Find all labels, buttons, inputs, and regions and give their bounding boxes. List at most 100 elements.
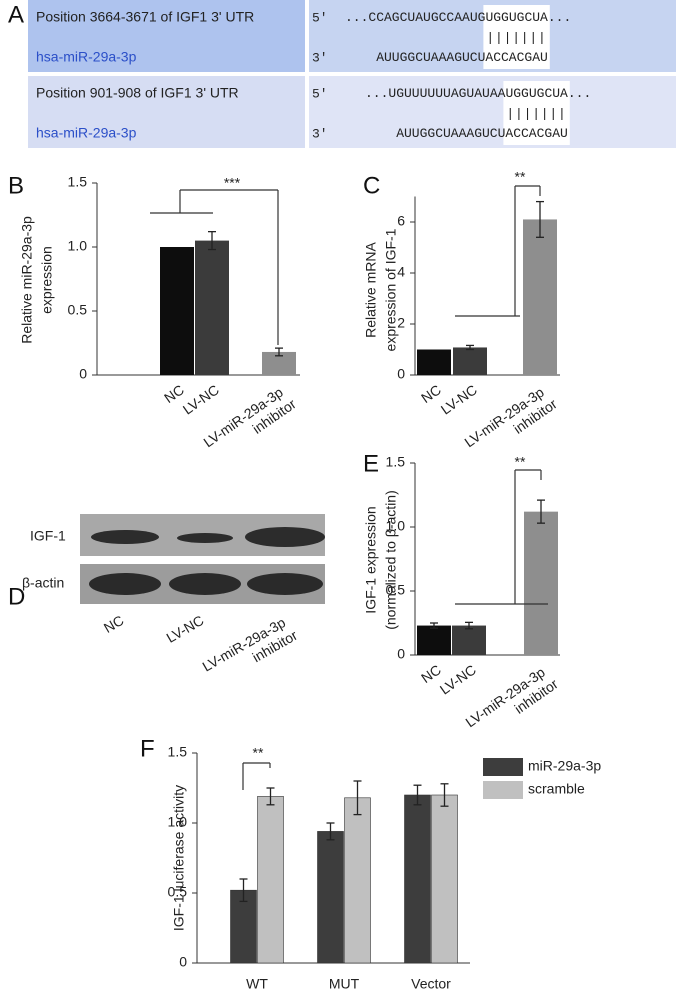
band (91, 530, 159, 544)
blot-row-label: IGF-1 (30, 528, 66, 544)
bar (195, 240, 229, 375)
mirna-sequence: AUUGGCUAAAGUCUACCACGAU (376, 50, 548, 65)
position-label: Position 3664-3671 of IGF1 3' UTR (36, 9, 254, 25)
legend-label: miR-29a-3p (528, 758, 601, 774)
y-tick-label: 2 (397, 315, 405, 331)
panel-label: F (140, 735, 155, 762)
y-tick-label: 1.0 (386, 518, 406, 534)
y-tick-label: 6 (397, 213, 405, 229)
sequence-part: UGGUGCUA (485, 10, 548, 25)
bar (523, 219, 557, 375)
bar (404, 794, 431, 964)
panel-label: C (363, 172, 380, 199)
bar (452, 625, 486, 655)
lane-label: NC (101, 612, 127, 636)
sequence-part: ... (548, 10, 571, 25)
pairing: ||||||| (486, 30, 546, 45)
bar (257, 796, 284, 964)
significance-label: *** (224, 175, 241, 191)
lane-label: LV-NC (164, 612, 207, 646)
band (177, 533, 233, 543)
mirna-sequence: AUUGGCUAAAGUCUACCACGAU (396, 126, 568, 141)
band (89, 573, 161, 595)
y-tick-label: 1.0 (68, 238, 88, 254)
sequence-part: ACCACGAU (485, 50, 547, 65)
y-tick-label: 1.5 (68, 174, 88, 190)
row-bg (309, 76, 676, 148)
y-tick-label: 0 (397, 366, 405, 382)
bar (317, 831, 344, 964)
y-tick-label: 4 (397, 264, 405, 280)
y-tick-label: 0 (179, 954, 187, 970)
sequence-part: AUUGGCUAAAGUCU (396, 126, 505, 141)
sequence-part: ACCACGAU (505, 126, 567, 141)
y-axis-label: expression (39, 246, 55, 314)
site-box (483, 5, 550, 69)
five-prime: 5' (312, 10, 328, 25)
five-prime: 5' (312, 86, 328, 101)
bar (453, 347, 487, 375)
y-tick-label: 0 (397, 646, 405, 662)
position-label: Position 901-908 of IGF1 3' UTR (36, 85, 239, 101)
three-prime: 3' (312, 126, 328, 141)
x-tick-label: LV-NC (438, 381, 480, 417)
three-prime: 3' (312, 50, 328, 65)
bar (417, 625, 451, 655)
y-tick-label: 1.0 (168, 814, 188, 830)
row-bg (28, 0, 305, 72)
target-sequence: ...CCAGCUAUGCCAAUGUGGUGCUA... (345, 10, 571, 25)
pairing: ||||||| (506, 106, 566, 121)
blot-row-label: β-actin (22, 575, 64, 591)
panel-label: B (8, 172, 24, 199)
legend-label: scramble (528, 781, 585, 797)
mirna-label: hsa-miR-29a-3p (36, 125, 137, 141)
x-tick-label: MUT (329, 976, 360, 992)
target-sequence: ...UGUUUUUUAGUAUAAUGGUGCUA... (365, 86, 591, 101)
sequence-part: ... (568, 86, 591, 101)
y-axis-label: (normalized to β-actin) (383, 490, 399, 630)
legend-swatch (483, 758, 523, 776)
sequence-part: ...UGUUUUUUAGUAUAA (365, 86, 506, 101)
band (169, 573, 241, 595)
y-axis-label: IGF-1 expression (363, 506, 379, 613)
bar (344, 797, 371, 964)
x-tick-label: LV-NC (180, 381, 222, 417)
bar (431, 794, 458, 964)
bar (417, 349, 451, 375)
site-box (503, 81, 570, 145)
y-tick-label: 0.5 (386, 582, 406, 598)
significance-label: ** (253, 745, 264, 761)
panel-label: E (363, 450, 379, 477)
bar (160, 247, 194, 375)
mirna-label: hsa-miR-29a-3p (36, 49, 137, 65)
x-tick-label: WT (246, 976, 268, 992)
panel-label: D (8, 583, 25, 610)
y-axis-label: IGF-1 luciferase activity (171, 785, 187, 931)
y-axis-label: Relative miR-29a-3p (19, 216, 35, 344)
y-axis-label: Relative mRNA (363, 242, 379, 338)
y-tick-label: 0 (79, 366, 87, 382)
significance-label: ** (515, 169, 526, 185)
panel-label: A (8, 1, 24, 28)
y-tick-label: 1.5 (168, 744, 188, 760)
significance-label: ** (515, 454, 526, 470)
y-tick-label: 0.5 (68, 302, 88, 318)
y-tick-label: 0.5 (168, 884, 188, 900)
y-axis-label: expression of IGF-1 (383, 228, 399, 351)
legend-swatch (483, 781, 523, 799)
sequence-part: AUUGGCUAAAGUCU (376, 50, 485, 65)
row-bg (28, 76, 305, 148)
bar (262, 351, 296, 375)
x-tick-label: LV-NC (437, 661, 479, 697)
sequence-part: UGGUGCUA (505, 86, 568, 101)
x-tick-label: Vector (411, 976, 451, 992)
bar (524, 511, 558, 655)
lane-label: LV-miR-29a-3p inhibitor (199, 612, 300, 689)
band (247, 573, 323, 595)
bar (230, 889, 257, 964)
y-tick-label: 1.5 (386, 454, 406, 470)
band (245, 527, 325, 547)
sequence-part: ...CCAGCUAUGCCAAUG (345, 10, 485, 25)
